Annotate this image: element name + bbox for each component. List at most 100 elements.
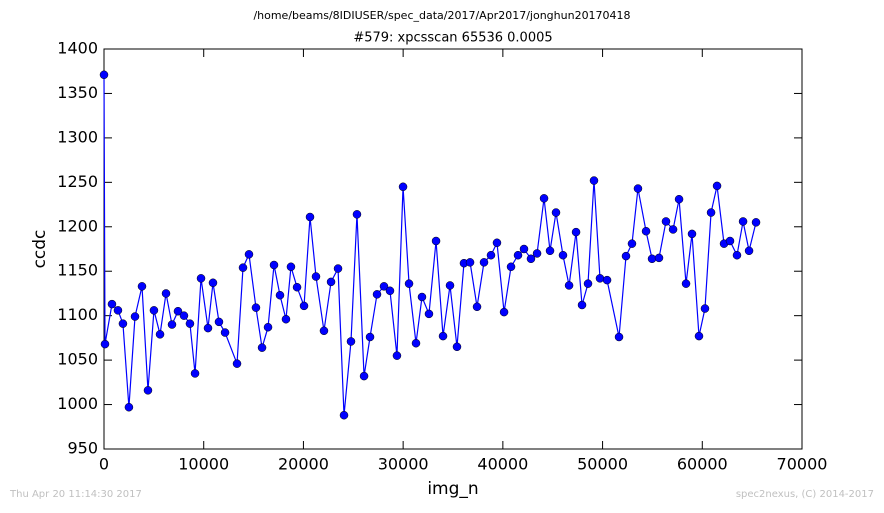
data-point [179, 311, 189, 320]
data-point [712, 181, 722, 191]
data-point [124, 402, 134, 412]
data-point [438, 331, 448, 341]
data-point [486, 250, 496, 260]
data-point [633, 184, 643, 193]
data-point [583, 279, 593, 288]
footer-right: spec2nexus, (C) 2014-2017 [736, 489, 874, 500]
data-point [257, 343, 267, 352]
x-tick-label: 30000 [378, 455, 429, 474]
chart-title: #579: xpcsscan 65536 0.0005 [353, 31, 552, 46]
data-point [513, 250, 523, 260]
data-point [445, 281, 455, 290]
data-point [319, 326, 329, 336]
data-point [305, 212, 315, 222]
y-tick-label: 1250 [57, 172, 98, 191]
y-tick-label: 1000 [57, 394, 98, 413]
data-point [269, 260, 279, 270]
data-point [751, 218, 761, 227]
data-point [208, 278, 218, 288]
data-point [155, 330, 165, 339]
data-point [492, 238, 502, 248]
data-point [571, 227, 581, 237]
data-point [706, 208, 716, 217]
data-point [244, 250, 254, 259]
data-point [161, 289, 171, 298]
data-point [431, 236, 441, 246]
data-point [545, 246, 555, 256]
x-tick-label: 0 [99, 455, 109, 474]
data-point [564, 281, 574, 290]
data-point [107, 299, 117, 309]
data-point [365, 332, 375, 342]
data-point [602, 275, 612, 285]
y-tick-label: 1350 [57, 83, 98, 102]
footer-left: Thu Apr 20 11:14:30 2017 [9, 489, 142, 500]
data-point [674, 194, 684, 204]
data-point [647, 254, 657, 264]
data-point [167, 320, 177, 329]
data-point [275, 290, 285, 300]
data-point [532, 249, 542, 258]
data-point [281, 314, 291, 324]
x-tick-label: 10000 [178, 455, 229, 474]
data-point [238, 263, 248, 272]
data-point [299, 301, 309, 311]
data-point [346, 337, 356, 346]
data-point [379, 282, 389, 291]
data-point [404, 279, 414, 288]
y-tick-label: 1150 [57, 261, 98, 280]
data-point [465, 258, 475, 267]
y-tick-label: 1100 [57, 305, 98, 324]
data-point [661, 217, 671, 226]
plot-frame [103, 48, 803, 450]
data-point [472, 302, 482, 312]
data-point [292, 282, 302, 292]
data-point [526, 254, 536, 264]
data-point [99, 70, 109, 80]
data-point [687, 229, 697, 239]
series-line [103, 74, 757, 416]
data-point [614, 332, 624, 342]
data-point [398, 182, 408, 192]
data-point [744, 246, 754, 256]
data-point [641, 226, 651, 236]
data-point [311, 272, 321, 281]
data-point [725, 236, 735, 246]
y-tick-label: 950 [67, 439, 98, 458]
data-point [385, 286, 395, 296]
data-point [185, 319, 195, 328]
data-point [499, 307, 509, 317]
data-point [539, 194, 549, 203]
x-tick-label: 50000 [577, 455, 628, 474]
data-point [452, 342, 462, 352]
suptitle: /home/beams/8IDIUSER/spec_data/2017/Apr2… [253, 9, 630, 22]
data-point [137, 282, 147, 291]
y-tick-label: 1400 [57, 39, 98, 58]
data-point [417, 292, 427, 302]
data-point [113, 306, 123, 315]
data-point [627, 239, 637, 248]
data-point [286, 262, 296, 272]
data-point [558, 250, 568, 260]
data-point [519, 244, 529, 254]
data-point [143, 386, 153, 395]
data-point [424, 309, 434, 319]
data-point [372, 290, 382, 299]
data-point [621, 251, 631, 261]
x-tick-label: 60000 [677, 455, 728, 474]
x-tick-label: 20000 [278, 455, 329, 474]
data-point [130, 312, 140, 321]
data-point [352, 210, 362, 219]
data-point [411, 338, 421, 348]
data-point [589, 176, 599, 185]
data-point [326, 277, 336, 287]
data-point [149, 306, 159, 315]
data-point [506, 262, 516, 272]
data-point [359, 371, 369, 381]
data-point [100, 339, 110, 349]
data-point [700, 304, 710, 313]
data-point [203, 323, 213, 333]
data-point [214, 317, 224, 327]
data-point [654, 253, 664, 263]
